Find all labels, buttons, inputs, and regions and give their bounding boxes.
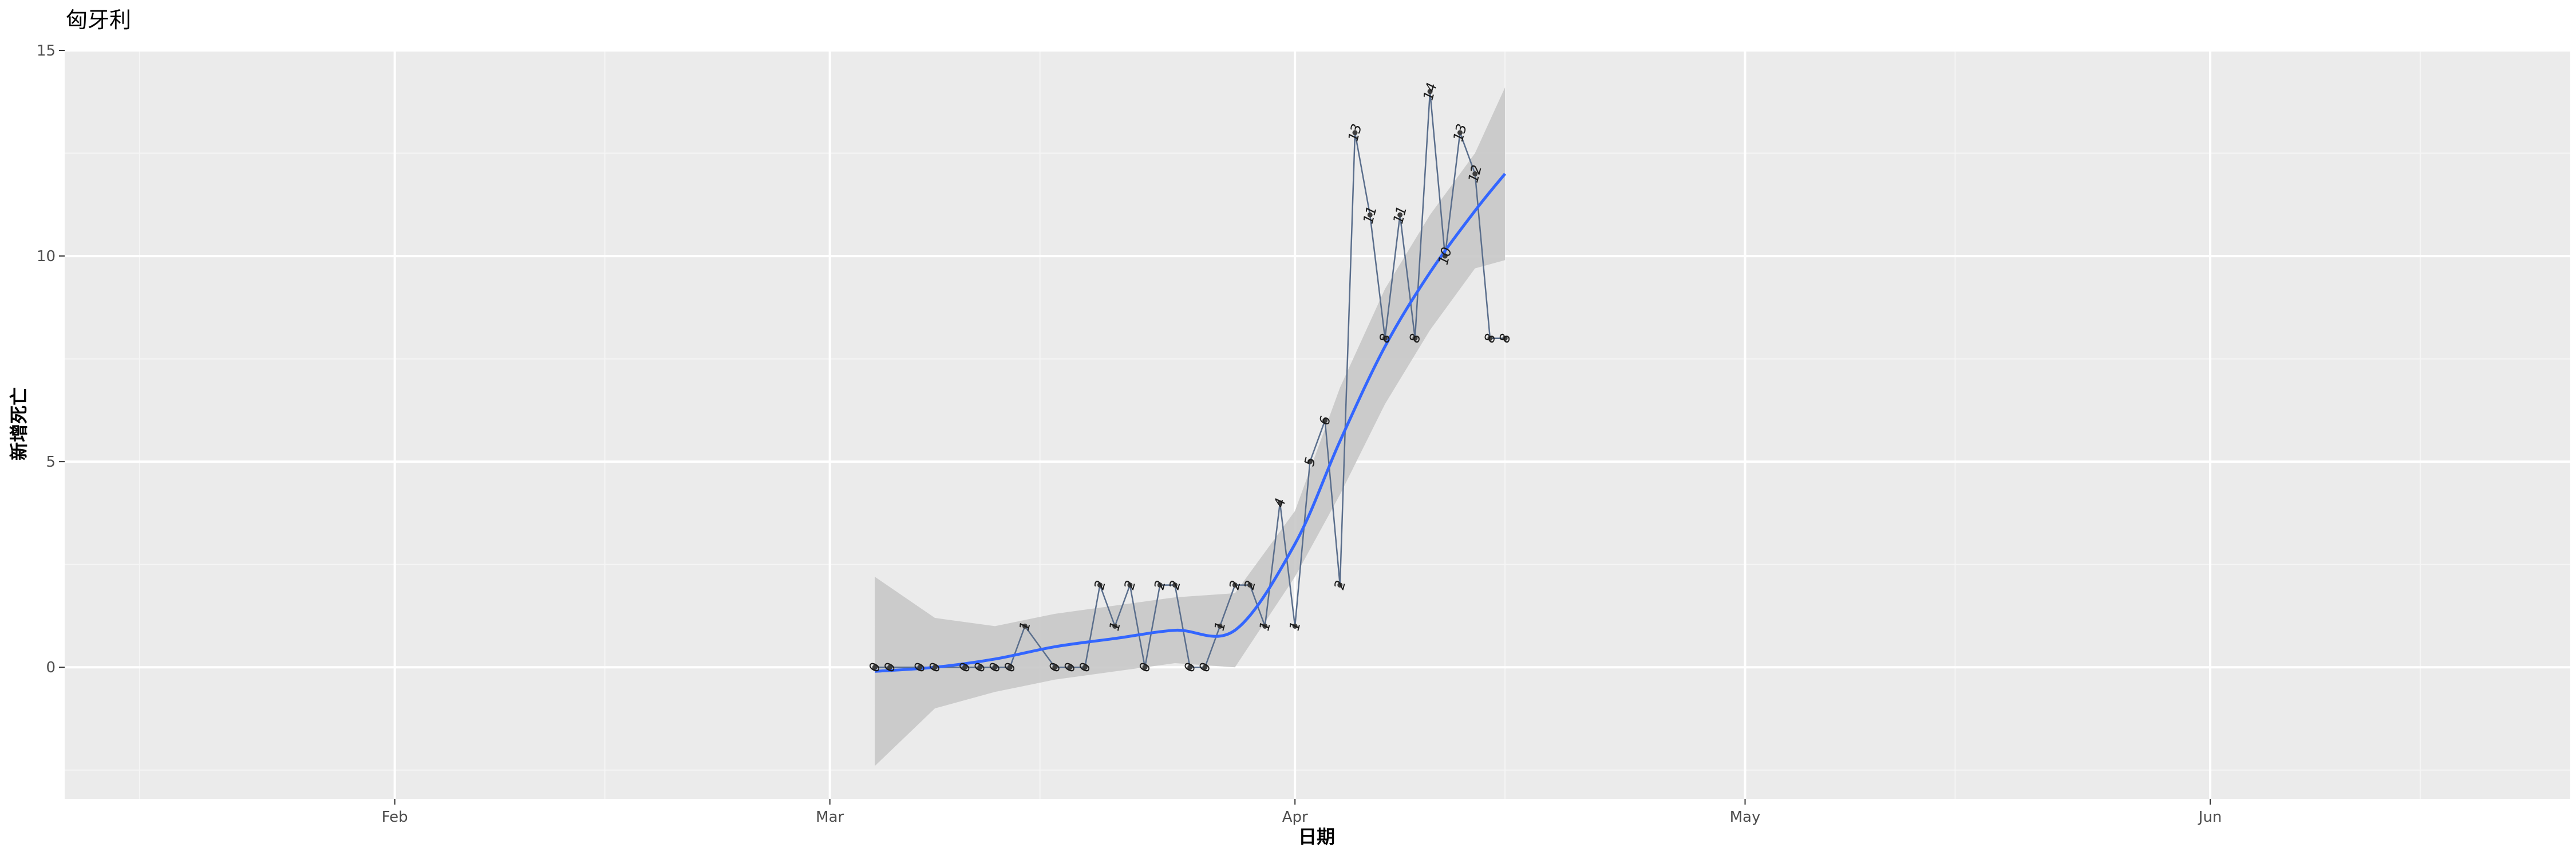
data-label: 8 [1481,332,1499,345]
data-label: 0 [1136,661,1154,673]
x-tick-label: Jun [2198,809,2222,826]
data-point [1112,623,1118,629]
series-line [875,91,1506,668]
data-label: 2 [1121,579,1139,592]
data-point [1322,417,1328,423]
data-label: 0 [1046,661,1064,673]
data-point [1247,582,1253,588]
data-label: 1 [1016,620,1034,632]
x-tick-label: Feb [382,809,408,826]
data-point [1217,623,1223,629]
data-point [887,664,893,670]
data-point [1307,459,1313,464]
data-point [1052,664,1058,670]
data-point [1007,664,1013,670]
data-point [1427,89,1433,94]
data-point [1367,212,1373,218]
y-tick-label: 0 [46,659,56,676]
series-line-layer [875,91,1506,668]
data-label: 0 [866,661,884,673]
x-tick-label: Apr [1282,809,1308,826]
data-label: 8 [1406,332,1424,345]
data-point [977,664,983,670]
data-point [1157,582,1163,588]
data-label: 8 [1496,332,1514,345]
y-axis: 0 5 10 15 [37,42,65,676]
data-label: 0 [986,661,1003,673]
data-point [872,664,878,670]
data-label: 0 [1001,661,1019,673]
smooth-line [875,172,1507,673]
data-points-layer [872,89,1508,670]
data-label: 0 [1076,661,1094,673]
data-label: 0 [881,661,899,673]
data-point [1412,336,1418,341]
data-point [1292,623,1298,629]
y-tick-label: 15 [37,42,56,60]
data-point [1082,664,1088,670]
data-point [962,664,968,670]
data-point [1187,664,1193,670]
data-point [1337,582,1343,588]
smooth-line-layer [875,172,1507,673]
data-label: 1 [1106,620,1124,632]
data-point [932,664,938,670]
y-tick-label: 10 [37,248,56,265]
data-point [1502,336,1508,341]
data-label: 0 [1061,661,1079,673]
data-label: 1 [1256,620,1274,632]
data-point [1397,212,1403,218]
data-point [1097,582,1103,588]
x-tick-label: May [1730,809,1761,826]
minor-grid [65,50,2570,799]
data-label: 8 [1376,332,1394,345]
data-label: 0 [1196,661,1214,673]
data-label: 0 [956,661,974,673]
x-axis: Feb Mar Apr May Jun [382,799,2222,826]
y-tick-label: 5 [46,454,56,471]
data-label: 2 [1091,579,1109,592]
data-label: 6 [1316,414,1334,427]
data-label: 1 [1286,620,1304,632]
data-point [992,664,998,670]
data-label: 2 [1241,579,1259,592]
data-point [1472,171,1478,176]
plot-panel [65,50,2570,799]
data-point [1262,623,1268,629]
chart-title: 匈牙利 [66,7,131,33]
data-point [1142,664,1148,670]
data-point [1457,130,1463,136]
data-labels-layer: 00 00 000010002120220012214156213118118141… [866,81,1514,673]
data-point [1067,664,1073,670]
data-point [1202,664,1208,670]
confidence-band [875,87,1506,766]
data-point [1127,582,1133,588]
data-point [1022,623,1028,629]
data-label: 5 [1301,455,1319,468]
data-point [1277,500,1283,506]
data-point [1172,582,1178,588]
data-label: 1 [1211,620,1229,632]
data-label: 0 [926,661,944,673]
data-point [1232,582,1238,588]
x-tick-label: Mar [816,809,844,826]
data-point [1442,253,1448,259]
data-point [1487,336,1493,341]
data-label: 0 [1181,661,1199,673]
data-label: 0 [911,661,929,673]
data-point [1382,336,1388,341]
data-label: 4 [1271,497,1289,509]
data-label: 2 [1331,579,1349,592]
data-point [917,664,923,670]
data-label: 2 [1151,579,1169,592]
data-label: 0 [971,661,989,673]
confidence-band-layer [875,87,1506,766]
data-point [1352,130,1358,136]
data-label: 2 [1166,579,1184,592]
x-axis-title: 日期 [1298,826,1335,848]
y-axis-title: 新增死亡 [8,387,30,460]
data-label: 2 [1226,579,1244,592]
